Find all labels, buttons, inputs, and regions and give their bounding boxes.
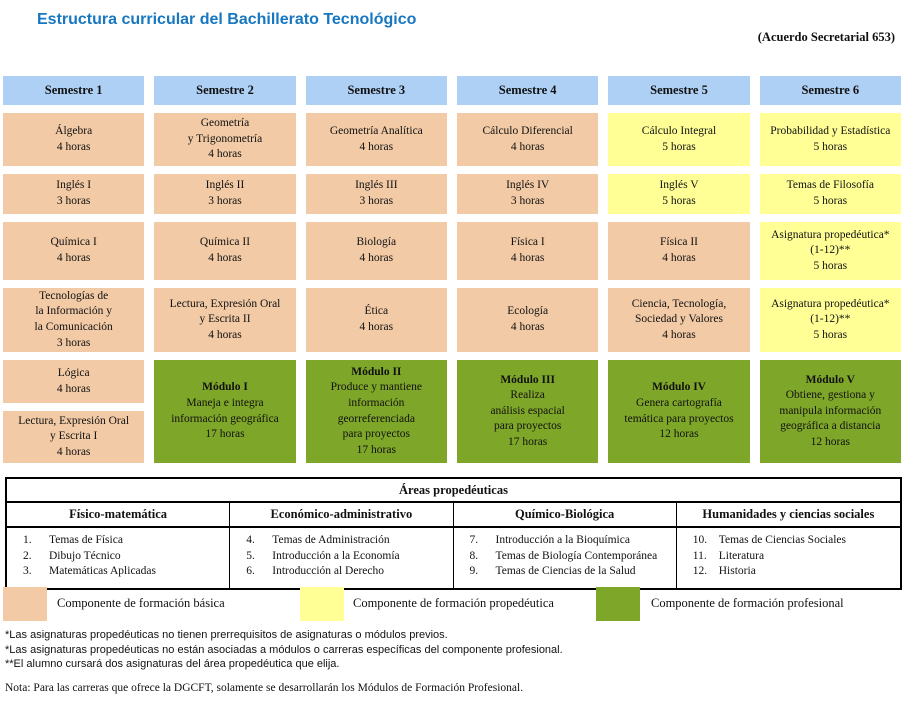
footnote-line: *Las asignaturas propedéuticas no tienen… bbox=[5, 629, 448, 641]
subject-cell: Tecnologías de la Información y la Comun… bbox=[3, 288, 145, 352]
list-item: 4. Temas de Administración bbox=[246, 534, 390, 546]
module-cell: Módulo V Obtiene, gestiona y manipula in… bbox=[759, 360, 901, 463]
subject-cell: Biología 4 horas bbox=[305, 222, 447, 280]
semester-grid: Semestre 1 Semestre 2 Semestre 3 Semestr… bbox=[3, 76, 901, 463]
module-body: Realiza análisis espacial para proyectos… bbox=[490, 389, 565, 448]
list-item: 3. Matemáticas Aplicadas bbox=[23, 565, 156, 578]
list-item: 6. Introducción al Derecho bbox=[246, 565, 385, 578]
module-cell: Módulo III Realiza análisis espacial par… bbox=[456, 360, 599, 463]
subject-cell: Ecología 4 horas bbox=[456, 288, 599, 352]
nota-line: Nota: Para las carreras que ofrece la DG… bbox=[5, 682, 524, 694]
area-column-header: Humanidades y ciencias sociales bbox=[676, 503, 900, 528]
legend-swatch-basica bbox=[3, 587, 47, 621]
list-item: 1. Temas de Física bbox=[23, 534, 123, 546]
list-item: 9. Temas de Ciencias de la Salud bbox=[469, 565, 636, 578]
areas-body-row: 1. Temas de Física 2. Dibujo Técnico 3. Mat… bbox=[7, 528, 900, 588]
semester-header-2: Semestre 2 bbox=[154, 76, 296, 105]
subject-cell: Geometría y Trigonometría 4 horas bbox=[154, 113, 296, 166]
list-item: 10. Temas de Ciencias Sociales bbox=[692, 534, 847, 546]
subject-cell: Geometría Analítica 4 horas bbox=[305, 113, 447, 166]
subject-cell: Inglés IV 3 horas bbox=[456, 174, 599, 214]
legend-label: Componente de formación propedéutica bbox=[353, 596, 554, 610]
legend: Componente de formación básica Component… bbox=[0, 586, 916, 624]
list-item: 8. Temas de Biología Contemporánea bbox=[469, 549, 658, 562]
semester-header-3: Semestre 3 bbox=[305, 76, 447, 105]
area-column-items: 7. Introducción a la Bioquímica 8. Temas d… bbox=[454, 528, 677, 588]
subject-cell: Ciencia, Tecnología, Sociedad y Valores … bbox=[608, 288, 750, 352]
module-title: Módulo I bbox=[202, 381, 248, 394]
semester-header-5: Semestre 5 bbox=[608, 76, 750, 105]
module-body: Maneja e integra información geográfica … bbox=[171, 396, 279, 441]
list-item: 7. Introducción a la Bioquímica bbox=[469, 534, 630, 546]
areas-header-row: Físico-matemática Económico-administrati… bbox=[7, 503, 900, 528]
subject-cell: Química II 4 horas bbox=[154, 222, 296, 280]
subject-cell: Inglés III 3 horas bbox=[305, 174, 447, 214]
legend-swatch-propedeutica bbox=[300, 587, 344, 621]
footnotes: *Las asignaturas propedéuticas no tienen… bbox=[5, 628, 563, 672]
legend-label: Componente de formación profesional bbox=[651, 596, 844, 610]
subject-cell: Temas de Filosofía 5 horas bbox=[759, 174, 901, 214]
area-column-items: 1. Temas de Física 2. Dibujo Técnico 3. Mat… bbox=[7, 528, 231, 588]
module-title: Módulo II bbox=[351, 365, 402, 378]
semester-header-6: Semestre 6 bbox=[759, 76, 901, 105]
subject-cell: Álgebra 4 horas bbox=[3, 113, 145, 166]
subject-cell: Química I 4 horas bbox=[3, 222, 145, 280]
module-body: Genera cartografía temática para proyect… bbox=[624, 396, 734, 441]
areas-table-title: Áreas propedéuticas bbox=[7, 479, 900, 503]
module-body: Obtiene, gestiona y manipula información… bbox=[779, 389, 882, 448]
area-column-header: Físico-matemática bbox=[7, 503, 231, 528]
footnote-line: **El alumno cursará dos asignaturas del … bbox=[5, 658, 340, 671]
module-cell: Módulo II Produce y mantiene información… bbox=[305, 360, 447, 463]
subject-cell: Asignatura propedéutica* (1-12)** 5 hora… bbox=[759, 222, 901, 280]
subject-cell: Lectura, Expresión Oral y Escrita II 4 h… bbox=[154, 288, 296, 352]
footnote-line: *Las asignaturas propedéuticas no están … bbox=[5, 643, 563, 656]
subject-cell: Asignatura propedéutica* (1-12)** 5 hora… bbox=[759, 288, 901, 352]
page-title: Estructura curricular del Bachillerato T… bbox=[37, 11, 417, 28]
module-title: Módulo III bbox=[500, 373, 555, 386]
subject-cell: Cálculo Integral 5 horas bbox=[608, 113, 750, 166]
area-column-items: 4. Temas de Administración 5. Introducción… bbox=[230, 528, 454, 588]
subject-cell: Cálculo Diferencial 4 horas bbox=[456, 113, 599, 166]
area-column-items: 10. Temas de Ciencias Sociales 11. Literat… bbox=[677, 528, 900, 588]
acuerdo-secretarial-label: (Acuerdo Secretarial 653) bbox=[757, 30, 895, 44]
list-item: 2. Dibujo Técnico bbox=[23, 549, 121, 562]
module-title: Módulo IV bbox=[651, 381, 706, 394]
areas-propedeuticas-table: Áreas propedéuticas Físico-matemática Ec… bbox=[5, 477, 902, 590]
subject-cell: Probabilidad y Estadística 5 horas bbox=[759, 113, 901, 166]
module-title: Módulo V bbox=[805, 373, 855, 386]
semester-header-1: Semestre 1 bbox=[3, 76, 145, 105]
semester-header-4: Semestre 4 bbox=[456, 76, 599, 105]
subject-cell: Física II 4 horas bbox=[608, 222, 750, 280]
module-body: Produce y mantiene información georrefer… bbox=[330, 381, 422, 456]
module-cell: Módulo IV Genera cartografía temática pa… bbox=[608, 360, 750, 463]
list-item: 12. Historia bbox=[692, 565, 756, 578]
list-item: 5. Introducción a la Economía bbox=[246, 549, 400, 562]
subject-cell: Lectura, Expresión Oral y Escrita I 4 ho… bbox=[3, 411, 145, 463]
module-cell: Módulo I Maneja e integra información ge… bbox=[154, 360, 296, 463]
subject-cell: Inglés I 3 horas bbox=[3, 174, 145, 214]
legend-label: Componente de formación básica bbox=[57, 596, 225, 610]
subject-cell: Ética 4 horas bbox=[305, 288, 447, 352]
subject-cell: Inglés V 5 horas bbox=[608, 174, 750, 214]
area-column-header: Económico-administrativo bbox=[230, 503, 454, 528]
subject-cell: Inglés II 3 horas bbox=[154, 174, 296, 214]
subject-cell: Física I 4 horas bbox=[456, 222, 599, 280]
legend-swatch-profesional bbox=[596, 587, 640, 621]
area-column-header: Químico-Biológica bbox=[453, 503, 677, 528]
list-item: 11. Literatura bbox=[692, 549, 765, 562]
subject-cell: Lógica 4 horas bbox=[3, 360, 145, 403]
